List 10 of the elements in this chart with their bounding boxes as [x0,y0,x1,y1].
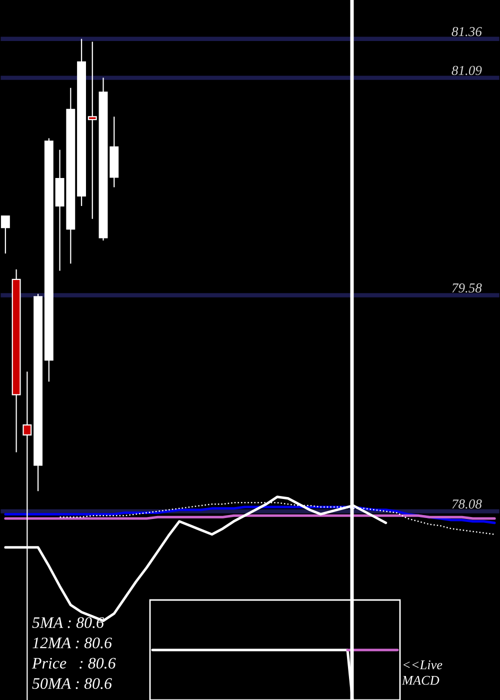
y-tick-label: 78.08 [452,499,482,509]
annotation: 12MA : 80.6 [32,638,112,648]
annotation: 5MA : 80.6 [32,617,104,628]
annotation: MACD [402,676,440,685]
y-tick-label: 81.36 [452,27,482,36]
annotation: Price : 80.6 [32,658,116,669]
annotation: <<Live [403,660,442,670]
annotation: 50MA : 80.6 [32,678,112,689]
y-tick-label: 79.58 [452,283,482,293]
y-tick-label: 81.09 [452,66,482,76]
